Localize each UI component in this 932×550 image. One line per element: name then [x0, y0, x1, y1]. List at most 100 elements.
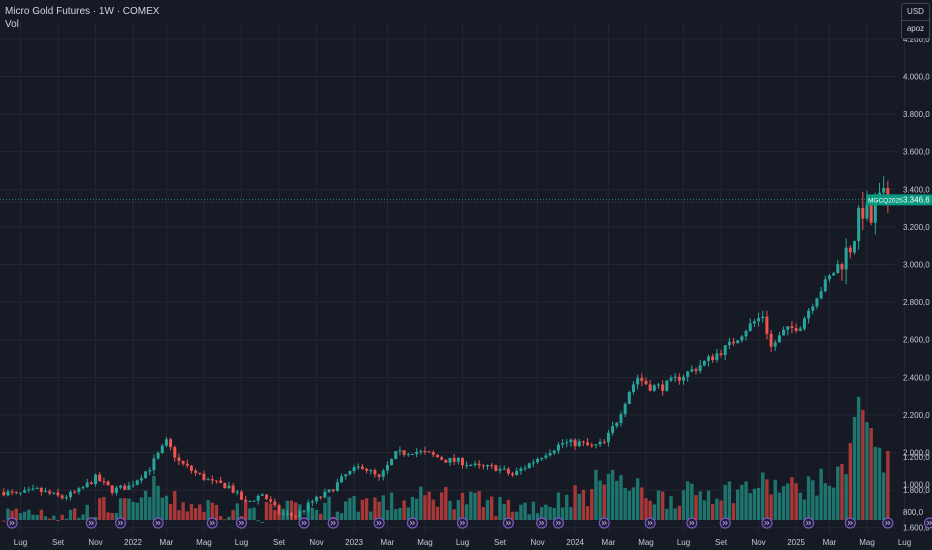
volume-bar [752, 488, 757, 520]
event-marker-chevrons [805, 520, 812, 526]
volume-bar [85, 504, 89, 520]
price-tick-label: 3.800,0 [903, 110, 930, 119]
volume-bar [168, 504, 173, 520]
event-marker-icon[interactable] [85, 517, 97, 529]
candle-body [656, 384, 660, 386]
volume-bar [873, 446, 878, 520]
event-marker-icon[interactable] [598, 517, 610, 529]
event-marker-icon[interactable] [235, 517, 248, 529]
candle-body [757, 318, 761, 322]
currency-unit-box[interactable]: USD apoz [901, 3, 930, 39]
candle-body [823, 279, 827, 292]
candle-body [519, 468, 523, 471]
candle-body [886, 188, 890, 200]
volume-bar [77, 517, 81, 520]
volume-bar [319, 513, 323, 520]
volume-bar [685, 481, 690, 520]
event-marker-icon[interactable] [206, 517, 218, 529]
event-marker-icon[interactable] [719, 517, 731, 529]
event-marker-icon[interactable] [502, 517, 514, 529]
volume-bar [748, 493, 752, 520]
price-tick-label: 2.800,0 [903, 298, 930, 307]
volume-bar [6, 508, 10, 520]
candle-body [694, 369, 698, 371]
event-marker-icon[interactable] [6, 517, 18, 529]
volume-bar [339, 513, 344, 520]
candle-body [861, 207, 865, 219]
candle-body [152, 458, 156, 471]
candle-body [565, 442, 569, 444]
candle-body [248, 500, 252, 502]
time-tick-label: Lug [677, 538, 690, 547]
event-marker-icon[interactable] [406, 517, 419, 529]
time-axis[interactable]: Lug Set Nov 2022 Mar Mag Lug Set Nov 2023 Mar Mag Lu… [14, 538, 932, 547]
event-marker-icon[interactable] [552, 517, 565, 529]
volume-bar [777, 492, 782, 520]
time-tick-label: Lug [456, 538, 469, 547]
candle-body [698, 365, 702, 371]
volume-bar [323, 502, 327, 520]
volume-bar [623, 487, 627, 520]
event-marker-icon[interactable] [298, 517, 310, 529]
volume-bar [248, 508, 252, 520]
price-tick-label: 1.000,0 [903, 480, 930, 489]
symbol-title[interactable]: Micro Gold Futures · 1W · COMEX [5, 6, 160, 17]
event-marker-icon[interactable] [844, 517, 856, 529]
candle-body [419, 451, 423, 453]
event-marker-icon[interactable] [373, 517, 385, 529]
volume-bar [202, 511, 206, 520]
candle-body [752, 321, 756, 324]
event-marker-icon[interactable] [686, 517, 698, 529]
event-marker-icon[interactable] [152, 517, 164, 529]
candle-body [219, 480, 223, 484]
volume-bar [690, 483, 694, 520]
last-price-tag-bg [866, 194, 932, 206]
volume-bar [723, 484, 727, 520]
volume-bar [277, 511, 281, 520]
candle-body [490, 465, 494, 467]
volume-bar [56, 519, 60, 521]
candle-body [369, 470, 373, 472]
event-marker-icon[interactable] [882, 517, 894, 529]
volume-bar [660, 491, 665, 520]
candle-body [2, 492, 6, 496]
volume-bar [881, 472, 886, 520]
time-tick-label: Mag [859, 538, 875, 547]
event-marker-icon[interactable] [923, 517, 932, 529]
volume-bar [81, 514, 85, 520]
candle-body [469, 465, 473, 467]
event-marker-icon[interactable] [456, 517, 469, 529]
event-marker-icon[interactable] [761, 517, 773, 529]
event-marker-chevrons [722, 520, 728, 526]
event-marker-chevrons [409, 520, 416, 526]
price-tick-label: 2.000,0 [903, 449, 930, 458]
price-axis[interactable]: 1.600,0 1.800,0 2.000,0 2.200,0 2.400,0 2.600… [903, 35, 930, 533]
event-marker-chevrons [885, 520, 891, 526]
volume-bar [798, 492, 802, 520]
volume-bar [769, 494, 773, 520]
volume-bar [381, 495, 385, 520]
volume-bar [27, 509, 31, 520]
time-tick-label: Nov [309, 538, 323, 547]
event-marker-icon[interactable] [114, 517, 127, 529]
volume-indicator-label[interactable]: Vol [5, 19, 19, 30]
candle-body [406, 454, 410, 456]
event-marker-circle [923, 517, 932, 529]
event-marker-icon[interactable] [803, 517, 815, 529]
volume-bar [565, 494, 569, 520]
event-marker-icon[interactable] [327, 517, 339, 529]
candle-body [690, 369, 694, 372]
price-tick-label: 1.600,0 [903, 524, 930, 533]
candle-body [807, 310, 811, 319]
candle-body [515, 470, 519, 475]
price-tick-label: 2.200,0 [903, 411, 930, 420]
volume-bar [781, 486, 786, 520]
candle-body [210, 479, 214, 481]
volume-bar [540, 506, 544, 520]
candle-body [815, 298, 819, 307]
volume-bar [223, 519, 227, 521]
event-marker-icon[interactable] [536, 517, 548, 529]
candle-body [644, 380, 648, 385]
event-marker-icon[interactable] [644, 517, 656, 529]
